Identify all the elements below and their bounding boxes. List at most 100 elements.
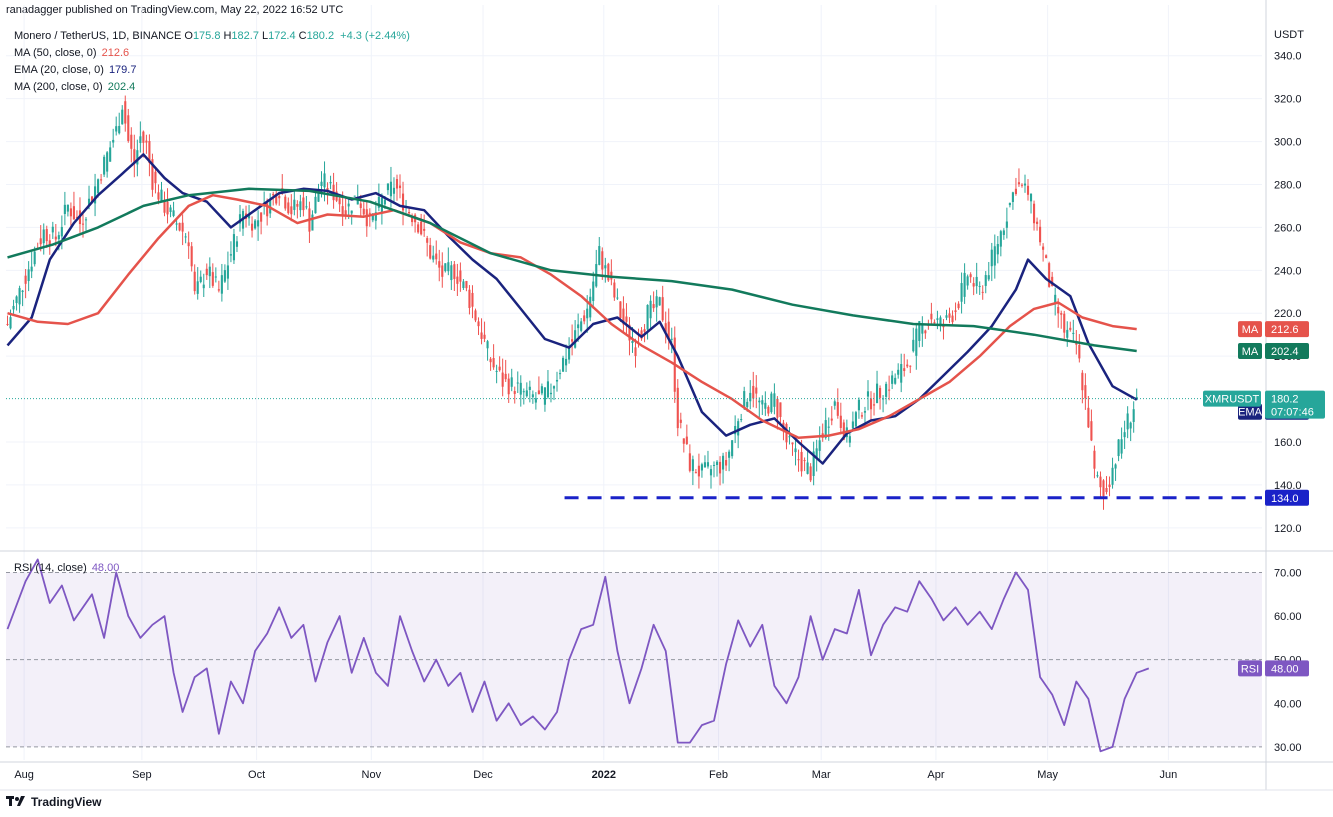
candle-body [954,310,957,313]
candle-body [1036,221,1039,224]
candle-body [438,261,441,268]
support-tag-value: 134.0 [1271,493,1299,505]
candle-body [824,420,827,438]
time-tick-label: Sep [132,769,152,781]
candle-body [178,222,181,231]
candle-body [97,179,100,194]
candle-body [1111,467,1114,485]
candle-body [127,115,130,141]
candle-body [365,209,368,227]
candle-body [872,404,876,406]
candle-body [999,231,1002,247]
candle-body [1108,484,1111,488]
candle-body [75,216,79,218]
candle-body [791,442,794,445]
candle-body [555,379,559,382]
candle-body [1051,276,1054,286]
candle-body [616,297,619,299]
candle-body [350,210,353,214]
candle-body [278,196,281,199]
candle-body [628,324,631,341]
candle-body [112,139,115,143]
candle-body [398,185,402,189]
candle-body [317,192,320,202]
tag-ema-2-name: EMA [1238,407,1263,419]
candle-body [969,274,972,278]
candle-body [51,226,54,233]
candle-body [214,276,217,278]
rsi-tick-label: 70.00 [1274,567,1302,579]
candle-body [797,459,800,461]
candle-body [909,365,912,367]
candle-body [1114,464,1117,469]
candle-body [851,421,854,429]
candle-body [341,206,344,217]
candle-body [731,440,734,457]
candle-body [109,147,112,162]
time-tick-label: Oct [248,769,265,781]
candle-body [568,348,571,360]
candle-body [722,455,725,470]
candle-body [411,215,414,223]
ma200-legend[interactable]: MA (200, close, 0) 202.4 [14,81,135,93]
candle-body [706,462,710,467]
candle-body [142,131,145,143]
candle-body [226,265,229,279]
candle-body [1005,221,1008,228]
price-tick-label: 160.0 [1274,437,1302,449]
candle-body [84,219,88,221]
candle-body [498,366,501,371]
candle-body [709,469,713,476]
candle-body [6,323,9,325]
candle-body [966,276,969,286]
time-tick-label: May [1037,769,1058,781]
candle-body [531,394,534,398]
price-tick-label: 240.0 [1274,265,1302,277]
candle-body [100,179,103,181]
candle-body [504,373,507,380]
candle-body [54,236,57,240]
candle-body [103,156,106,175]
candle-body [866,391,870,397]
candle-body [459,270,462,282]
candle-body [734,425,737,435]
candle-body [619,301,622,319]
candle-body [779,402,782,417]
candle-body [94,186,97,204]
candle-body [589,296,592,318]
tradingview-brand[interactable]: TradingView [6,795,101,809]
candle-body [247,214,251,219]
candle-body [1066,329,1069,338]
candle-body [211,272,214,286]
ma50-label: MA (50, close, 0) [14,47,97,59]
candle-body [296,203,299,207]
candle-body [818,440,821,451]
rsi-line [6,558,1150,753]
symbol-name: Monero / TetherUS, 1D, BINANCE [14,30,182,42]
rsi-tick-label: 60.00 [1274,611,1302,623]
candle-body [546,381,550,398]
candle-body [691,459,694,471]
candle-body [118,125,121,134]
candle-body [257,220,260,227]
candle-body [507,378,510,395]
candle-body [894,377,897,384]
ema20-legend[interactable]: EMA (20, close, 0) 179.7 [14,64,136,76]
candle-body [1081,372,1084,391]
candle-body [356,199,359,205]
candle-body [525,390,528,397]
candle-body [1123,432,1126,438]
candle-body [471,292,474,307]
candle-body [592,281,595,302]
tag-ma-1-value: 202.4 [1271,346,1299,358]
ma50-legend[interactable]: MA (50, close, 0) 212.6 [14,47,129,59]
candle-body [12,305,15,310]
candle-body [1014,188,1017,194]
candle-body [933,322,936,324]
candle-body [220,275,223,294]
candle-body [175,223,178,225]
candle-body [945,315,948,318]
candle-body [830,418,833,421]
rsi-legend[interactable]: RSI (14, close) 48.00 [14,562,119,574]
